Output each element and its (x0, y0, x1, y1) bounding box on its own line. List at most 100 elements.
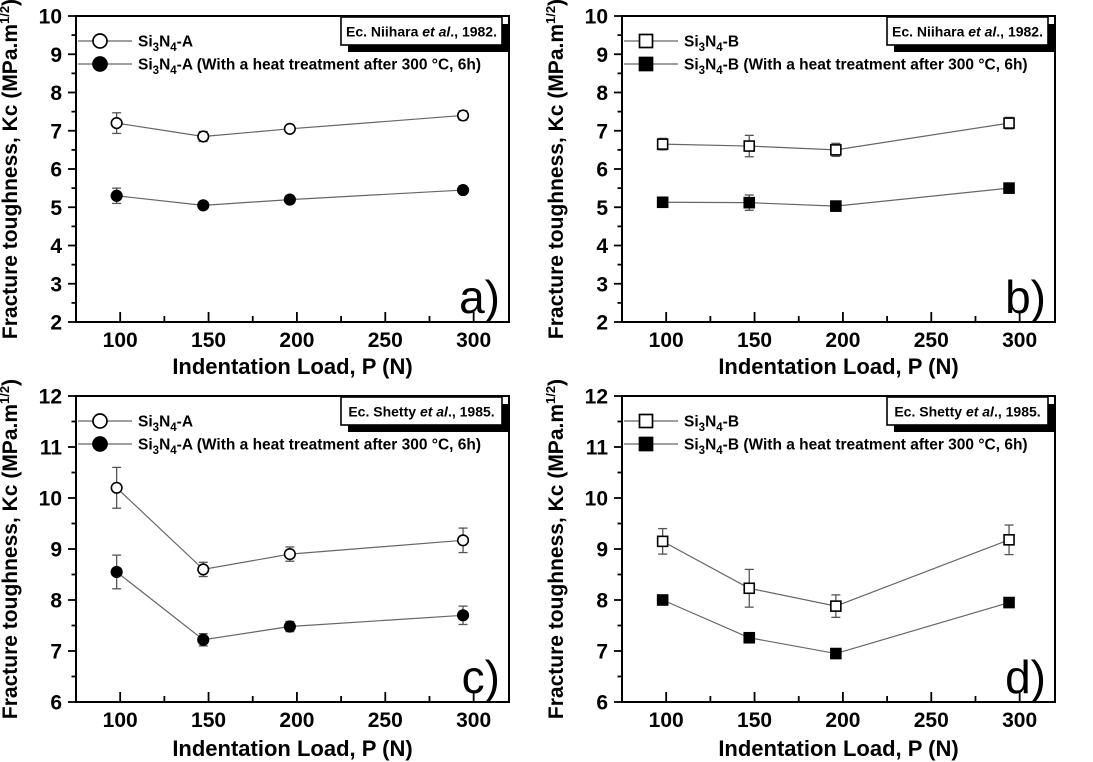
filled-circle-marker (197, 633, 210, 646)
y-tick-label: 11 (586, 437, 609, 460)
panel-d: 100 150 200 250 300 6 7 8 9 10 11 12 Indentation Loa… (546, 380, 1093, 762)
series-a-solid (110, 183, 470, 212)
legend-label: Si3N4-B (With a heat treatment after 300… (684, 57, 1028, 78)
reference-label: Ec. Niihara et al., 1982. (892, 24, 1043, 40)
filled-square-marker (656, 594, 669, 606)
open-circle-marker (197, 130, 210, 143)
reference-box: Ec. Shetty et al., 1985. (340, 396, 509, 432)
y-tick-label: 12 (585, 386, 608, 409)
legend-entry: Si3N4-A (78, 413, 193, 434)
open-square-marker (656, 535, 669, 548)
x-tick-label: 200 (279, 709, 314, 732)
y-tick-label: 6 (596, 692, 608, 715)
y-tick-label: 10 (39, 488, 62, 511)
y-tick-label: 10 (585, 488, 608, 511)
y-tick-label: 9 (50, 539, 62, 562)
legend-label: Si3N4-A (With a heat treatment after 300… (138, 57, 481, 78)
y-tick-label: 7 (596, 120, 608, 143)
y-axis-title: Fracture toughness, Kc (MPa.m1/2) (546, 0, 568, 339)
x-tick-label: 300 (456, 709, 491, 732)
filled-square-marker (830, 647, 842, 660)
chart-panel-b: 100 150 200 250 300 2 3 4 5 6 7 8 9 10 Indentation Loa… (546, 0, 1056, 379)
x-tick-label: 250 (368, 329, 403, 352)
y-tick-label: 11 (40, 437, 63, 460)
series-d-solid (656, 594, 1015, 660)
x-tick-label: 200 (279, 329, 314, 352)
y-tick-label: 8 (596, 590, 608, 613)
series-line (662, 187, 1010, 207)
reference-box: Ec. Shetty et al., 1985. (886, 396, 1055, 432)
axis-ticks (68, 395, 475, 703)
y-tick-label: 8 (50, 82, 62, 105)
x-axis-title: Indentation Load, P (N) (718, 354, 958, 379)
y-axis-title: Fracture toughness, Kc (MPa.m1/2) (546, 380, 568, 719)
legend-entry: Si3N4-B (With a heat treatment after 300… (624, 436, 1028, 457)
filled-circle-marker (456, 183, 470, 197)
filled-circle-marker (283, 193, 296, 206)
x-tick-label: 100 (103, 329, 138, 352)
legend-label: Si3N4-A (With a heat treatment after 300… (138, 437, 481, 458)
x-tick-label: 300 (1002, 709, 1037, 732)
y-axis-title: Fracture toughness, Kc (MPa.m1/2) (0, 0, 22, 339)
series-line (662, 599, 1010, 655)
y-tick-label: 7 (596, 641, 608, 664)
y-tick-label: 3 (50, 273, 62, 296)
legend-entry: Si3N4-B (624, 33, 739, 55)
panel-c: 100 150 200 250 300 6 7 8 9 10 11 12 Indentation Loa… (0, 380, 546, 762)
legend-open-circle-icon (92, 413, 108, 429)
series-line (662, 122, 1010, 151)
reference-label: Ec. Niihara et al., 1982. (346, 24, 497, 40)
filled-square-marker (743, 631, 756, 644)
y-tick-label: 4 (50, 235, 62, 258)
x-tick-label: 300 (1002, 329, 1037, 352)
y-tick-label: 4 (596, 235, 608, 258)
legend-label: Si3N4-A (138, 34, 193, 55)
x-tick-label: 150 (191, 709, 226, 732)
x-tick-label: 150 (737, 329, 772, 352)
open-square-marker (656, 138, 669, 150)
series-b-solid (656, 182, 1015, 212)
chart-panel-c: 100 150 200 250 300 6 7 8 9 10 11 12 Indentation Loa… (0, 380, 510, 761)
y-tick-label: 6 (50, 159, 62, 182)
open-square-marker (743, 140, 756, 152)
open-circle-marker (197, 563, 210, 576)
filled-square-marker (1003, 182, 1015, 194)
filled-square-marker (830, 200, 842, 212)
reference-label: Ec. Shetty et al., 1985. (894, 404, 1040, 420)
x-tick-label: 250 (914, 329, 949, 352)
open-square-marker (743, 582, 756, 595)
open-circle-marker (456, 534, 470, 547)
open-square-marker (1003, 117, 1015, 129)
axis-ticks (68, 15, 475, 323)
filled-square-marker (743, 196, 756, 209)
reference-label: Ec. Shetty et al., 1985. (348, 404, 494, 420)
x-tick-label: 300 (456, 329, 491, 352)
series-line (662, 539, 1010, 607)
x-tick-label: 100 (649, 709, 684, 732)
y-tick-label: 12 (39, 386, 62, 409)
reference-box-frame (340, 16, 503, 46)
x-tick-label: 100 (103, 709, 138, 732)
legend-label: Si3N4-B (684, 34, 739, 55)
legend-label: Si3N4-B (684, 414, 739, 435)
filled-square-marker (1003, 596, 1015, 609)
filled-square-marker (656, 196, 669, 209)
y-tick-label: 9 (596, 44, 608, 67)
series-line (116, 189, 464, 206)
axis-ticks (614, 15, 1021, 323)
legend-filled-circle-icon (92, 436, 108, 452)
reference-box: Ec. Niihara et al., 1982. (340, 16, 509, 52)
series-line (116, 571, 464, 641)
x-tick-label: 150 (191, 329, 226, 352)
x-tick-label: 250 (368, 709, 403, 732)
filled-circle-marker (110, 189, 123, 202)
y-tick-label: 9 (50, 44, 62, 67)
legend-open-square-icon (638, 33, 654, 49)
y-tick-label: 2 (50, 312, 62, 335)
panel-letter: d) (1005, 651, 1046, 703)
legend-filled-square-icon (638, 436, 654, 452)
y-tick-label: 6 (50, 692, 62, 715)
reference-box-frame (886, 396, 1049, 426)
open-square-marker (830, 144, 842, 156)
